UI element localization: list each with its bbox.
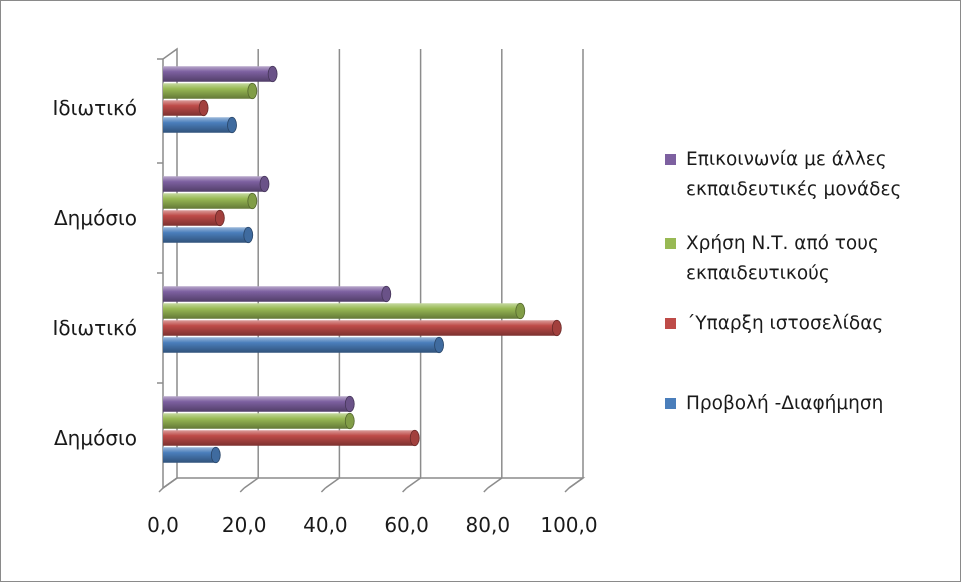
bar — [163, 319, 562, 337]
bar-body — [163, 227, 249, 243]
bar — [163, 209, 225, 227]
bar — [163, 446, 221, 464]
x-tick-label: 80,0 — [466, 513, 511, 537]
bar-cap — [434, 336, 444, 354]
bar-cap — [515, 302, 526, 320]
floor-gridline — [324, 477, 340, 489]
x-tick-label: 60,0 — [384, 513, 429, 537]
bar — [163, 412, 355, 430]
bar — [163, 302, 526, 320]
bar-body — [163, 193, 253, 209]
bar-body — [163, 83, 253, 99]
bar — [163, 116, 237, 134]
bar — [163, 99, 209, 117]
bar-cap — [381, 285, 392, 303]
x-tick-mark — [402, 487, 408, 493]
bar-cap — [344, 412, 355, 430]
bar — [163, 82, 258, 100]
bar-body — [163, 176, 265, 192]
category-label: Ιδιωτικό — [53, 96, 137, 120]
bar-cap — [214, 209, 225, 227]
legend-swatch — [665, 398, 676, 409]
bar-cap — [227, 116, 237, 134]
bar — [163, 395, 355, 413]
x-tick-label: 40,0 — [303, 513, 348, 537]
legend-swatch — [665, 238, 676, 249]
legend-label: ΄Υπαρξη ιστοσελίδας — [686, 313, 884, 334]
bar-cap — [198, 99, 209, 117]
bar-body — [163, 117, 233, 133]
bar — [163, 429, 420, 447]
legend-label: Προβολή -Διαφήμηση — [686, 393, 884, 414]
bar — [163, 336, 444, 354]
floor-gridline — [406, 477, 422, 489]
bar — [163, 226, 254, 244]
floor-gridline — [568, 477, 584, 489]
bar-cap — [409, 429, 420, 447]
category-label: Δημόσιο — [54, 206, 137, 230]
bar-cap — [247, 192, 258, 210]
bar — [163, 175, 270, 193]
bar-body — [163, 303, 521, 319]
bar-cap — [344, 395, 355, 413]
legend-swatch — [665, 318, 676, 329]
bar-cap — [259, 175, 270, 193]
bar-cap — [247, 82, 258, 100]
bar-body — [163, 320, 557, 336]
x-tick-mark — [564, 487, 570, 493]
x-tick-label: 20,0 — [222, 513, 267, 537]
floor-gridline — [243, 477, 259, 489]
category-label: Δημόσιο — [54, 426, 137, 450]
floor-gridline — [162, 477, 178, 489]
legend-label: Χρήση Ν.Τ. από τους εκπαιδευτικούς — [686, 233, 879, 284]
legend-label: Επικοινωνία με άλλες εκπαιδευτικές μονάδ… — [686, 149, 902, 200]
bar — [163, 192, 258, 210]
bar-body — [163, 286, 387, 302]
bar-body — [163, 430, 415, 446]
x-tick-label: 100,0 — [540, 513, 597, 537]
x-tick-mark — [320, 487, 326, 493]
bar-body — [163, 100, 204, 116]
floor-gridline — [487, 477, 503, 489]
bar-body — [163, 66, 273, 82]
bar-body — [163, 447, 216, 463]
x-tick-mark — [158, 487, 164, 493]
bar-body — [163, 210, 220, 226]
category-label: Ιδιωτικό — [53, 316, 137, 340]
bar-cap — [551, 319, 562, 337]
bar — [163, 285, 392, 303]
x-tick-mark — [483, 487, 489, 493]
bar-cap — [210, 446, 221, 464]
x-tick-label: 0,0 — [147, 513, 179, 537]
floor — [162, 477, 586, 489]
bar-cap — [267, 65, 278, 83]
legend-swatch — [665, 154, 676, 165]
bar-cap — [243, 226, 254, 244]
bar-body — [163, 337, 440, 353]
bar-body — [163, 413, 350, 429]
bar-body — [163, 396, 350, 412]
bar — [163, 65, 278, 83]
x-tick-mark — [239, 487, 245, 493]
